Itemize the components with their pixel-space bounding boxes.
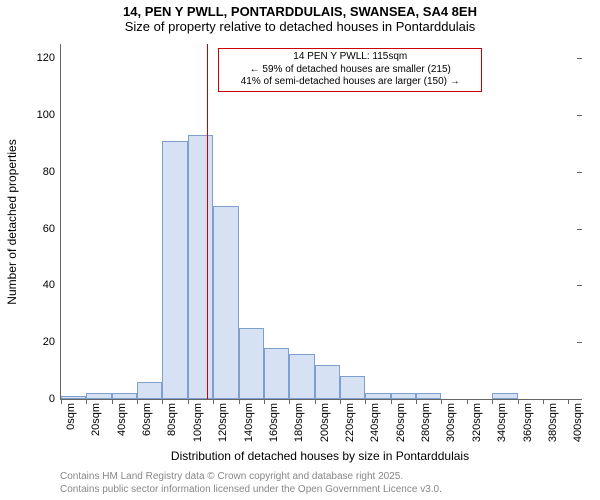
x-tick-label: 240sqm — [369, 399, 381, 442]
x-tick-label: 160sqm — [268, 399, 280, 442]
x-tick-mark — [365, 399, 366, 404]
annotation-box: 14 PEN Y PWLL: 115sqm← 59% of detached h… — [218, 48, 482, 92]
plot-area: 0204060801001200sqm20sqm40sqm60sqm80sqm1… — [60, 44, 581, 400]
histogram-bar — [137, 382, 162, 399]
y-tick-label: 20 — [43, 336, 61, 348]
x-tick-mark — [416, 399, 417, 404]
x-tick-mark — [86, 399, 87, 404]
y-tick-mark — [577, 58, 582, 59]
y-tick-mark — [577, 172, 582, 173]
property-marker-line — [207, 44, 208, 399]
annotation-line: ← 59% of detached houses are smaller (21… — [223, 64, 477, 77]
y-tick-mark — [577, 285, 582, 286]
x-tick-label: 280sqm — [420, 399, 432, 442]
x-tick-label: 360sqm — [522, 399, 534, 442]
y-tick-mark — [577, 115, 582, 116]
footer-line2: Contains public sector information licen… — [60, 483, 442, 496]
y-tick-label: 40 — [43, 279, 61, 291]
chart-container: 14, PEN Y PWLL, PONTARDDULAIS, SWANSEA, … — [0, 0, 600, 500]
chart-title-main: 14, PEN Y PWLL, PONTARDDULAIS, SWANSEA, … — [0, 0, 600, 19]
footer-line1: Contains HM Land Registry data © Crown c… — [60, 470, 442, 483]
x-tick-label: 120sqm — [217, 399, 229, 442]
histogram-bar — [492, 393, 517, 399]
x-tick-label: 0sqm — [65, 399, 77, 430]
x-tick-mark — [543, 399, 544, 404]
histogram-bar — [289, 354, 314, 399]
annotation-line: 41% of semi-detached houses are larger (… — [223, 76, 477, 89]
y-tick-label: 0 — [49, 393, 61, 405]
histogram-bar — [239, 328, 264, 399]
x-tick-label: 400sqm — [572, 399, 584, 442]
x-tick-mark — [492, 399, 493, 404]
x-tick-label: 340sqm — [496, 399, 508, 442]
histogram-bar — [264, 348, 289, 399]
x-tick-mark — [441, 399, 442, 404]
x-tick-mark — [188, 399, 189, 404]
x-tick-mark — [340, 399, 341, 404]
chart-title-sub: Size of property relative to detached ho… — [0, 19, 600, 36]
x-tick-label: 180sqm — [293, 399, 305, 442]
x-tick-mark — [289, 399, 290, 404]
y-axis-label: Number of detached properties — [5, 139, 19, 304]
x-tick-mark — [467, 399, 468, 404]
x-tick-mark — [239, 399, 240, 404]
x-tick-label: 320sqm — [471, 399, 483, 442]
histogram-bar — [112, 393, 137, 399]
x-tick-mark — [568, 399, 569, 404]
x-tick-mark — [137, 399, 138, 404]
y-tick-label: 60 — [43, 223, 61, 235]
histogram-bar — [416, 393, 441, 399]
histogram-bar — [188, 135, 213, 399]
x-tick-label: 220sqm — [344, 399, 356, 442]
x-tick-mark — [264, 399, 265, 404]
x-tick-mark — [213, 399, 214, 404]
histogram-bar — [213, 206, 238, 399]
x-tick-label: 200sqm — [319, 399, 331, 442]
x-tick-label: 40sqm — [116, 399, 128, 436]
x-tick-label: 80sqm — [166, 399, 178, 436]
x-tick-mark — [518, 399, 519, 404]
histogram-bar — [391, 393, 416, 399]
y-tick-label: 120 — [37, 52, 61, 64]
x-tick-mark — [391, 399, 392, 404]
x-tick-mark — [61, 399, 62, 404]
histogram-bar — [340, 376, 365, 399]
x-tick-mark — [315, 399, 316, 404]
x-tick-label: 60sqm — [141, 399, 153, 436]
histogram-bar — [86, 393, 111, 399]
x-tick-label: 260sqm — [395, 399, 407, 442]
x-tick-label: 140sqm — [243, 399, 255, 442]
x-tick-mark — [112, 399, 113, 404]
x-tick-label: 300sqm — [445, 399, 457, 442]
y-tick-label: 80 — [43, 166, 61, 178]
x-axis-label: Distribution of detached houses by size … — [60, 449, 580, 463]
x-tick-label: 20sqm — [90, 399, 102, 436]
y-tick-label: 100 — [37, 109, 61, 121]
x-tick-mark — [162, 399, 163, 404]
x-tick-label: 380sqm — [547, 399, 559, 442]
footer-attribution: Contains HM Land Registry data © Crown c… — [60, 470, 442, 496]
y-tick-mark — [577, 342, 582, 343]
histogram-bar — [61, 396, 86, 399]
y-tick-mark — [577, 229, 582, 230]
annotation-line: 14 PEN Y PWLL: 115sqm — [223, 51, 477, 64]
histogram-bar — [315, 365, 340, 399]
histogram-bar — [162, 141, 187, 399]
histogram-bar — [365, 393, 390, 399]
x-tick-label: 100sqm — [192, 399, 204, 442]
